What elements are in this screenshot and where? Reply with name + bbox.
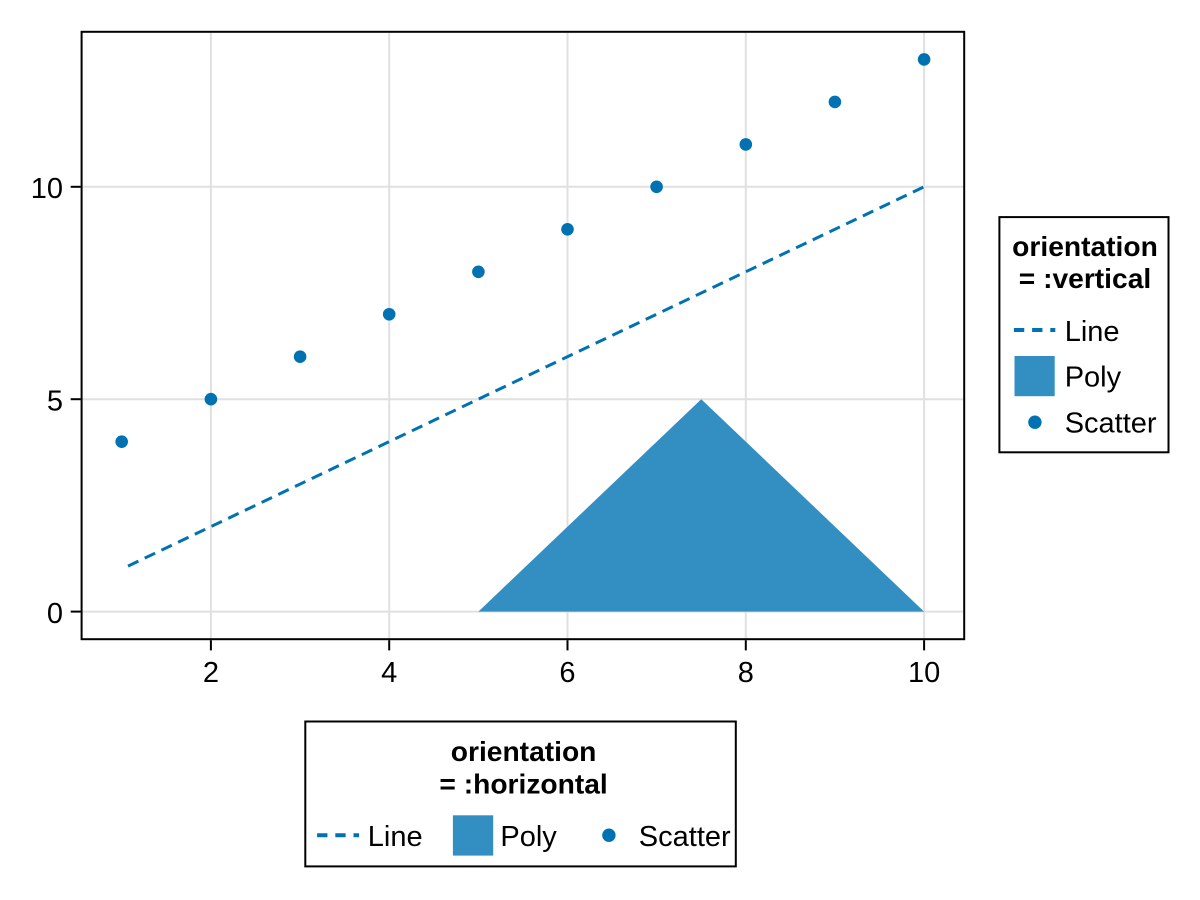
svg-text:8: 8 — [738, 657, 754, 689]
svg-text:10: 10 — [31, 173, 63, 205]
svg-text:orientation: orientation — [1012, 230, 1158, 262]
svg-text:orientation: orientation — [451, 735, 597, 767]
svg-text:Poly: Poly — [500, 821, 557, 853]
svg-text:6: 6 — [559, 657, 575, 689]
svg-text:= :vertical: = :vertical — [1019, 262, 1151, 294]
svg-text:10: 10 — [908, 657, 940, 689]
svg-text:Line: Line — [368, 821, 423, 853]
svg-text:5: 5 — [47, 386, 63, 418]
svg-text:= :horizontal: = :horizontal — [439, 768, 607, 800]
svg-text:4: 4 — [381, 657, 397, 689]
svg-text:Scatter: Scatter — [639, 821, 731, 853]
svg-text:0: 0 — [47, 598, 63, 630]
svg-text:Line: Line — [1065, 316, 1120, 348]
svg-text:2: 2 — [203, 657, 219, 689]
svg-text:Scatter: Scatter — [1065, 407, 1157, 439]
svg-text:Poly: Poly — [1065, 362, 1122, 394]
